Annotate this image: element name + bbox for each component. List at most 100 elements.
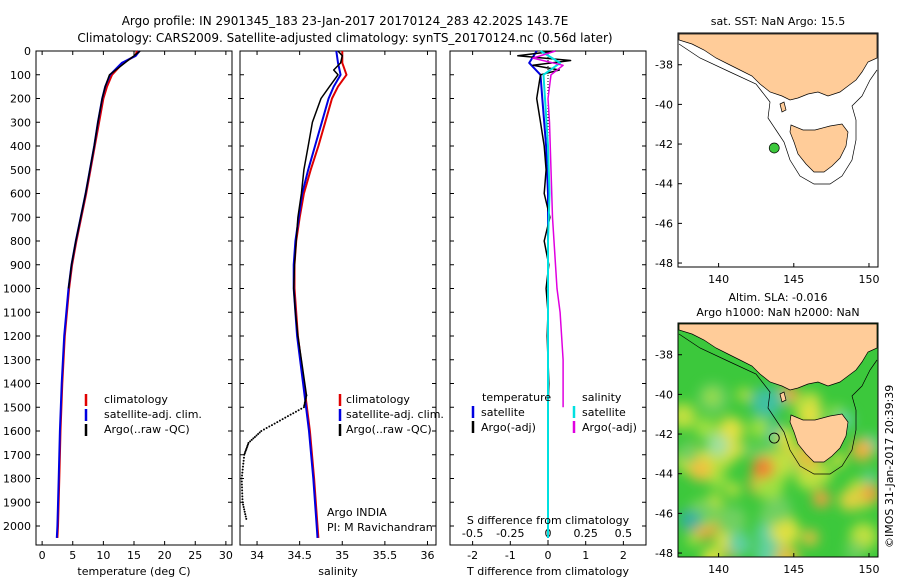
x-tick-label: 34.5: [287, 549, 312, 562]
argo-salinity-point: [243, 453, 246, 456]
x-tick-label: 35: [335, 549, 349, 562]
map-y-tick-label: -42: [655, 138, 673, 151]
x-tick-label: 0: [39, 549, 46, 562]
series-line-argo-adj-s-: [532, 50, 564, 408]
y-tick-label: 2000: [3, 520, 31, 533]
argo-salinity-point: [303, 401, 306, 404]
argo-salinity-point: [304, 397, 307, 400]
map-x-tick-label: 145: [783, 563, 804, 576]
sla-shelf-contour: [678, 333, 878, 475]
x-tick-label: -1: [505, 549, 516, 562]
annotation-pi: PI: M Ravichandran: [327, 521, 433, 534]
argo-salinity-point: [304, 400, 307, 403]
y-tick-label: 300: [10, 116, 31, 129]
argo-salinity-point: [240, 477, 243, 480]
legend-label-climatology: climatology: [346, 393, 410, 406]
x2-tick-label: 0.25: [573, 527, 598, 540]
argo-salinity-point: [241, 471, 244, 474]
sla-blob: [701, 547, 723, 557]
x-tick-label: 15: [127, 549, 141, 562]
sla-map: [678, 323, 878, 557]
sla-blob: [708, 470, 728, 489]
title-line-2: Climatology: CARS2009. Satellite-adjuste…: [77, 31, 612, 45]
legend-label-argo: Argo(..raw -QC): [346, 423, 432, 436]
map-y-tick-label: -46: [655, 217, 673, 230]
legend-label-t-argo: Argo(-adj): [481, 421, 536, 434]
argo-salinity-point: [241, 498, 244, 501]
sla-blob: [774, 545, 800, 557]
sla-blob: [812, 490, 831, 508]
y-tick-label: 400: [10, 140, 31, 153]
x-tick-label: -2: [467, 549, 478, 562]
x-tick-label: 5: [69, 549, 76, 562]
y-tick-label: 1500: [3, 401, 31, 414]
series-line-satellite-s-: [539, 50, 562, 538]
argo-salinity-point: [292, 412, 295, 415]
sst-map-ticks: 140 145 150 -38 -40 -42 -44 -46 -48: [655, 59, 879, 286]
argo-salinity-point: [241, 474, 244, 477]
sst-float-marker: [768, 142, 780, 154]
argo-salinity-point: [270, 424, 273, 427]
argo-salinity-point: [289, 413, 292, 416]
sla-map-ticks: 140 145 150 -38 -40 -42 -44 -46 -48: [655, 349, 879, 576]
x-tick-label: 30: [219, 549, 233, 562]
x-tick-label: 10: [96, 549, 110, 562]
map-y-tick-label: -38: [655, 349, 673, 362]
y-tick-label: 1800: [3, 473, 31, 486]
sla-float-marker: [768, 432, 780, 444]
x-tick-label: 1: [582, 549, 589, 562]
argo-salinity-point: [245, 517, 248, 520]
argo-salinity-point: [244, 515, 247, 518]
argo-salinity-point: [305, 394, 308, 397]
argo-salinity-point: [241, 489, 244, 492]
argo-salinity-point: [273, 422, 276, 425]
sla-anomaly-field: [678, 383, 878, 557]
legend-label-s-argo: Argo(-adj): [582, 421, 637, 434]
argo-salinity-point: [240, 480, 243, 483]
argo-salinity-point: [242, 506, 245, 508]
argo-salinity-point: [255, 434, 258, 437]
x-tick-label: 34: [250, 549, 264, 562]
argo-salinity-point: [281, 418, 284, 421]
map-x-tick-label: 140: [708, 273, 729, 286]
imos-credit: ©IMOS 31-Jan-2017 20:39:39: [883, 385, 896, 548]
sla-blob: [689, 459, 711, 481]
y-tick-label: 1000: [3, 283, 31, 296]
argo-salinity-point: [260, 430, 263, 432]
sla-blob: [752, 457, 774, 479]
sla-blob: [741, 442, 756, 457]
depth-tick-labels: 0 100 200 300 400 500 600 700 800 900 1000 1100 1200…: [3, 45, 31, 533]
sla-blob: [704, 389, 719, 404]
x-tick-label: 36: [420, 549, 434, 562]
sla-blob: [863, 471, 877, 484]
temperature-xlabel: temperature (deg C): [77, 565, 190, 578]
argo-salinity-point: [242, 456, 245, 459]
argo-salinity-point: [241, 501, 244, 504]
map-y-tick-label: -42: [655, 428, 673, 441]
map-y-tick-label: -46: [655, 507, 673, 520]
series-line-argo-raw-qc-: [67, 50, 141, 289]
sla-blob: [707, 434, 729, 456]
argo-salinity-point: [262, 428, 265, 431]
sla-blob: [678, 403, 696, 430]
legend-label-argo: Argo(..raw -QC): [104, 423, 190, 436]
sst-shelf-contour: [678, 43, 878, 185]
legend-title-temperature: temperature: [482, 391, 551, 404]
argo-salinity-point: [242, 503, 245, 506]
map-y-tick-label: -40: [655, 388, 673, 401]
y-tick-label: 500: [10, 164, 31, 177]
x2-tick-label: 0.5: [615, 527, 633, 540]
argo-salinity-point: [241, 465, 244, 468]
map-y-tick-label: -44: [655, 178, 673, 191]
sla-map-title-2: Argo h1000: NaN h2000: NaN: [696, 306, 859, 319]
sst-king-island: [779, 101, 787, 113]
x2-tick-label: -0.5: [462, 527, 483, 540]
y-tick-label: 0: [24, 45, 31, 58]
y-tick-label: 1200: [3, 330, 31, 343]
sla-blob: [726, 482, 741, 497]
legend-label-satellite: satellite-adj. clim.: [104, 408, 202, 421]
y-tick-label: 100: [10, 69, 31, 82]
argo-salinity-point: [286, 415, 289, 418]
salinity-legend: climatology satellite-adj. clim. Argo(..…: [327, 393, 444, 534]
